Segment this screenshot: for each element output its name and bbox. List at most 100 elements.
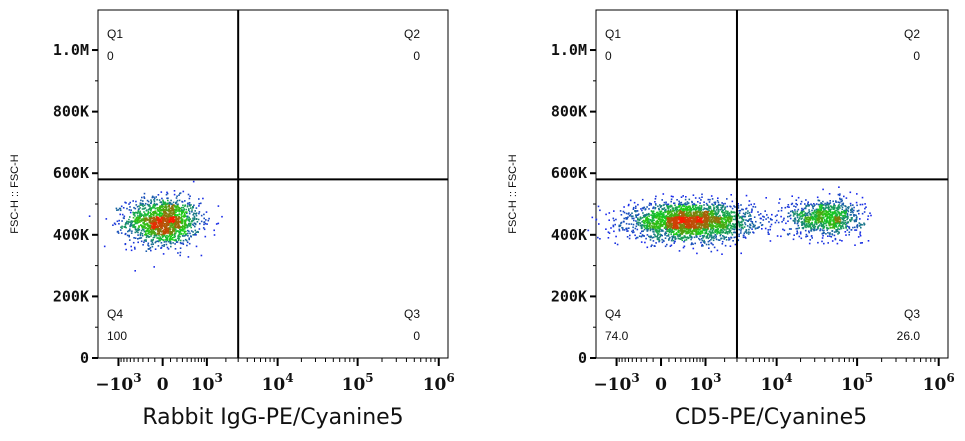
- event-point: [819, 210, 821, 213]
- event-point: [128, 234, 130, 237]
- event-point: [680, 236, 683, 239]
- event-point: [707, 233, 709, 236]
- event-point: [642, 207, 645, 210]
- event-point: [188, 216, 190, 219]
- event-point: [839, 193, 841, 195]
- event-point: [658, 224, 660, 227]
- event-point: [182, 215, 184, 217]
- event-point: [188, 230, 190, 233]
- event-point: [184, 211, 187, 213]
- event-point: [706, 213, 709, 215]
- event-point: [181, 201, 184, 203]
- event-point: [136, 212, 139, 215]
- event-point: [655, 214, 658, 216]
- event-point: [614, 242, 616, 244]
- event-point: [815, 214, 818, 217]
- event-point: [861, 203, 864, 206]
- event-point: [734, 218, 737, 221]
- event-point: [836, 206, 839, 209]
- event-point: [143, 208, 145, 210]
- event-point: [182, 210, 185, 213]
- event-point: [806, 214, 808, 216]
- event-point: [742, 218, 745, 221]
- event-point: [665, 224, 667, 226]
- event-point: [717, 204, 719, 207]
- event-point: [723, 224, 725, 227]
- event-point: [123, 226, 125, 228]
- event-point: [129, 239, 131, 241]
- event-point: [722, 223, 725, 225]
- event-point: [832, 208, 834, 210]
- event-point: [203, 217, 205, 220]
- event-point: [665, 232, 668, 235]
- event-point: [152, 212, 155, 215]
- event-point: [711, 217, 714, 220]
- event-point: [670, 231, 673, 233]
- event-point: [700, 227, 702, 230]
- event-point: [156, 218, 158, 220]
- event-point: [693, 227, 696, 229]
- event-point: [170, 245, 172, 248]
- event-point: [854, 244, 856, 246]
- event-point: [666, 220, 669, 223]
- event-point: [188, 224, 190, 226]
- event-point: [166, 192, 169, 195]
- event-point: [694, 230, 697, 233]
- event-point: [708, 201, 711, 203]
- event-point: [706, 208, 708, 210]
- event-point: [177, 236, 180, 238]
- event-point: [798, 227, 800, 229]
- event-point: [695, 226, 697, 228]
- event-point: [158, 212, 161, 215]
- event-point: [715, 238, 718, 241]
- event-point: [823, 209, 825, 211]
- event-point: [798, 235, 801, 238]
- event-point: [187, 226, 189, 228]
- event-point: [159, 211, 161, 214]
- event-point: [130, 222, 132, 225]
- event-point: [205, 211, 208, 213]
- event-point: [146, 199, 149, 202]
- event-point: [801, 209, 803, 212]
- event-point: [721, 253, 723, 255]
- event-point: [179, 239, 182, 242]
- event-point: [834, 214, 837, 217]
- event-point: [174, 208, 176, 211]
- event-point: [743, 226, 746, 228]
- event-point: [837, 227, 839, 230]
- event-point: [136, 220, 138, 222]
- event-point: [794, 218, 797, 221]
- event-point: [681, 209, 683, 211]
- event-point: [821, 219, 823, 222]
- event-point: [850, 219, 852, 221]
- event-point: [169, 238, 171, 241]
- event-point: [803, 219, 806, 222]
- event-point: [627, 230, 629, 232]
- event-point: [721, 202, 723, 204]
- event-point: [652, 217, 654, 219]
- event-point: [851, 207, 853, 210]
- event-point: [137, 231, 139, 234]
- event-point: [694, 205, 696, 207]
- event-point: [718, 223, 720, 225]
- event-point: [658, 238, 660, 241]
- event-point: [838, 216, 840, 218]
- event-point: [640, 217, 642, 220]
- event-point: [686, 231, 688, 234]
- event-point: [167, 218, 170, 220]
- event-point: [658, 215, 660, 218]
- event-point: [749, 215, 752, 217]
- event-point: [181, 228, 184, 231]
- event-point: [710, 210, 713, 212]
- event-point: [151, 211, 154, 214]
- event-point: [746, 232, 748, 234]
- event-point: [125, 248, 127, 251]
- event-point: [748, 228, 750, 231]
- event-point: [803, 210, 805, 213]
- event-point: [792, 211, 794, 213]
- event-point: [676, 208, 679, 211]
- event-point: [821, 225, 824, 228]
- event-point: [156, 228, 159, 230]
- quadrant-name-label: Q1: [107, 27, 123, 41]
- event-point: [676, 233, 678, 236]
